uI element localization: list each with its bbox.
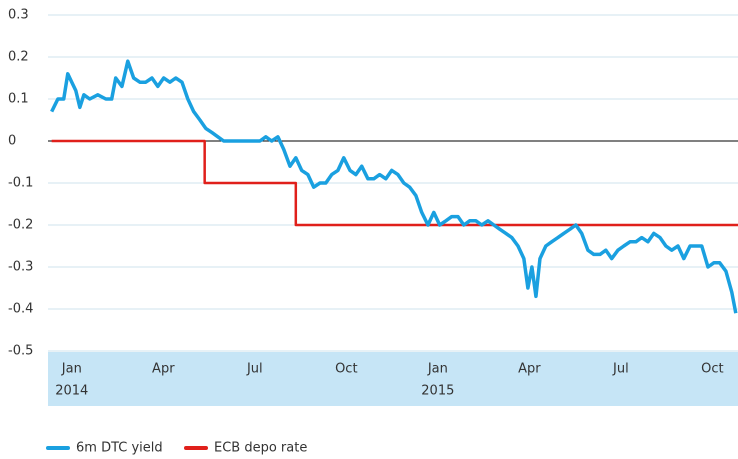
- x-tick-label: Jan: [427, 362, 448, 377]
- y-tick-label: -0.2: [8, 218, 33, 233]
- y-tick-label: -0.5: [8, 344, 33, 359]
- y-tick-label: 0.2: [8, 50, 29, 65]
- y-tick-label: -0.4: [8, 302, 33, 317]
- x-tick-label: Apr: [152, 362, 175, 377]
- x-year-label: 2015: [421, 384, 454, 399]
- x-tick-label: Jul: [612, 362, 629, 377]
- y-tick-label: -0.3: [8, 260, 33, 275]
- series-line: [51, 139, 738, 227]
- series-line: [50, 59, 738, 314]
- legend-label: ECB depo rate: [214, 441, 307, 456]
- x-tick-label: Jul: [246, 362, 263, 377]
- x-tick-label: Apr: [518, 362, 541, 377]
- x-axis-band: [48, 352, 738, 406]
- y-tick-label: 0.1: [8, 92, 29, 107]
- x-tick-label: Oct: [335, 362, 357, 377]
- y-tick-label: -0.1: [8, 176, 33, 191]
- legend-label: 6m DTC yield: [76, 441, 163, 456]
- y-tick-label: 0.3: [8, 8, 29, 23]
- x-year-label: 2014: [55, 384, 88, 399]
- x-tick-label: Oct: [701, 362, 723, 377]
- x-tick-label: Jan: [61, 362, 82, 377]
- y-tick-label: 0: [8, 134, 16, 149]
